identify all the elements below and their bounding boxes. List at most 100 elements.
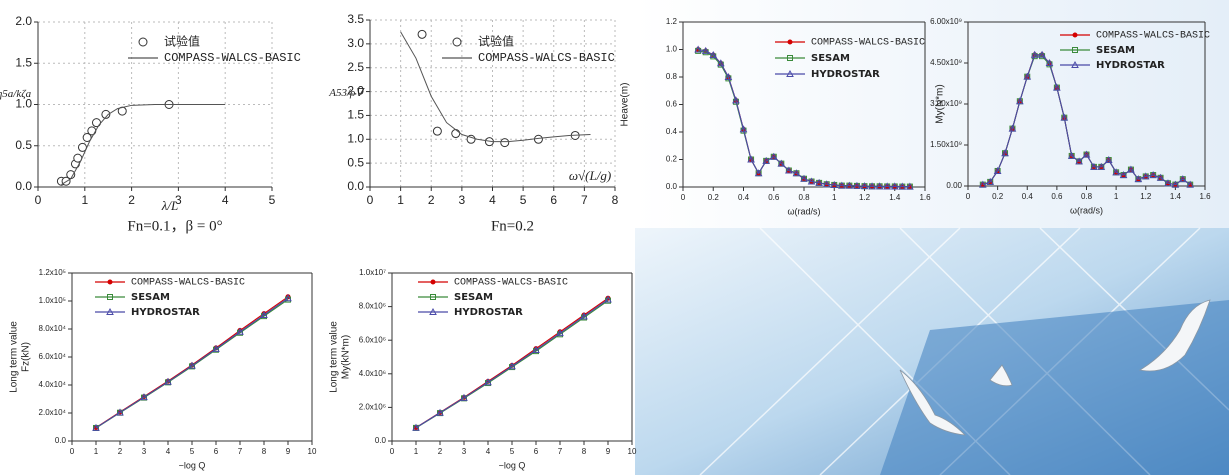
y-tick-label: 0.6 (666, 100, 678, 109)
y-tick-label: 0.0 (666, 182, 678, 191)
x-tick-label: 1 (81, 193, 88, 207)
data-point (432, 126, 442, 136)
x-tick-label: 2 (118, 447, 123, 456)
data-point (1104, 155, 1113, 164)
data-point (500, 138, 510, 148)
data-point (845, 181, 854, 189)
data-point (1023, 72, 1032, 80)
x-tick-label: 0.2 (708, 193, 720, 202)
data-point (739, 125, 748, 133)
data-point (508, 362, 516, 370)
y-axis-label: A53/ρ∇ (328, 87, 365, 99)
y-tick-label: 2.0 (347, 84, 364, 98)
data-point (140, 393, 148, 401)
data-point (906, 182, 914, 190)
y-tick-label: 0.0 (347, 179, 364, 193)
legend-label: SESAM (454, 292, 493, 303)
legend-label: HYDROSTAR (454, 307, 523, 318)
x-tick-label: 1 (1114, 192, 1119, 201)
x-tick-label: 4 (166, 447, 171, 456)
y-tick-label: 2.0x10⁶ (359, 403, 386, 412)
y-tick-label: 0.5 (347, 155, 364, 169)
x-tick-label: 5 (190, 447, 195, 456)
y-tick-label: 1.0 (347, 131, 364, 145)
caption: Fn=0.1，β = 0° (127, 218, 222, 234)
legend-label: 试验值 (478, 34, 514, 49)
legend-marker (430, 294, 436, 300)
data-point (822, 180, 831, 188)
x-tick-label: 2 (128, 193, 135, 207)
x-axis-label: λ/L (161, 198, 178, 213)
data-point (1030, 50, 1039, 58)
x-tick-label: 2 (438, 447, 443, 456)
y-tick-label: 1.0x10⁵ (39, 296, 66, 305)
x-tick-label: 4 (222, 193, 229, 207)
data-point (82, 133, 92, 142)
data-point (1038, 50, 1046, 58)
x-tick-label: 1 (832, 193, 837, 202)
x-tick-label: 0 (966, 192, 971, 201)
data-point (792, 169, 801, 177)
y-tick-label: 0.0 (55, 436, 67, 445)
x-tick-label: 7 (238, 447, 243, 456)
y-axis-label: My(N*m) (935, 84, 946, 123)
legend-marker (786, 69, 794, 77)
legend-label: COMPASS-WALCS-BASIC (811, 38, 925, 49)
data-point (533, 134, 543, 144)
y-tick-label: 0.00 (946, 181, 962, 190)
x-tick-label: 0.8 (798, 193, 810, 202)
x-axis-label: −log Q (499, 460, 526, 470)
data-point (87, 126, 97, 136)
data-point (716, 59, 725, 67)
panel-background (635, 0, 1229, 228)
y-tick-label: 4.0x10⁴ (39, 380, 67, 389)
legend-label: COMPASS-WALCS-BASIC (454, 278, 568, 289)
data-point (1001, 149, 1009, 157)
data-point (101, 109, 111, 119)
caption: Fn=0.2 (491, 218, 534, 234)
x-tick-label: 0.4 (1022, 192, 1034, 201)
chart: 0 0.2 0.4 0.6 0.8 1 1.2 1.4 1.6 0.0 0.2 0.4 0.6 0.8 1.… (620, 17, 931, 216)
data-point (1097, 162, 1106, 170)
y-tick-label: 0.8 (666, 72, 678, 81)
x-tick-label: 3 (462, 447, 467, 456)
data-point (1119, 171, 1128, 179)
data-point (898, 182, 907, 190)
x-tick-label: 1.2 (1140, 192, 1152, 201)
x-tick-label: 4 (486, 447, 491, 456)
data-point (1127, 165, 1135, 173)
y-tick-label: 1.2x10⁵ (39, 268, 66, 277)
data-point (1090, 162, 1098, 170)
data-point (1060, 113, 1069, 121)
data-point (260, 310, 268, 318)
data-point (1164, 179, 1172, 187)
data-point (800, 174, 808, 182)
y-tick-label: 3.0 (347, 36, 364, 50)
data-point (853, 181, 861, 189)
data-point (451, 129, 461, 139)
x-tick-label: 10 (628, 447, 637, 456)
data-point (1178, 175, 1187, 183)
data-point (785, 166, 793, 174)
legend-marker (1072, 32, 1078, 38)
data-point (460, 393, 468, 401)
legend-marker (106, 307, 114, 315)
data-point (1171, 180, 1180, 188)
y-tick-label: 6.0x10⁴ (39, 352, 67, 361)
legend-label: COMPASS-WALCS-BASIC (164, 51, 301, 65)
series-line (415, 299, 609, 429)
legend-marker (452, 37, 462, 47)
y-tick-label: 0.2 (666, 155, 678, 164)
legend-label: SESAM (811, 53, 850, 64)
y-tick-label: 1.0x10⁷ (359, 268, 386, 277)
x-tick-label: 5 (510, 447, 515, 456)
data-point (412, 423, 420, 431)
x-tick-label: 1.2 (859, 193, 871, 202)
data-point (986, 177, 995, 185)
data-point (436, 408, 444, 416)
y-tick-label: 3.00x10⁹ (930, 99, 962, 108)
legend-label: SESAM (131, 292, 170, 303)
x-tick-label: 3 (142, 447, 147, 456)
series-line (400, 31, 591, 143)
data-point (830, 180, 839, 188)
